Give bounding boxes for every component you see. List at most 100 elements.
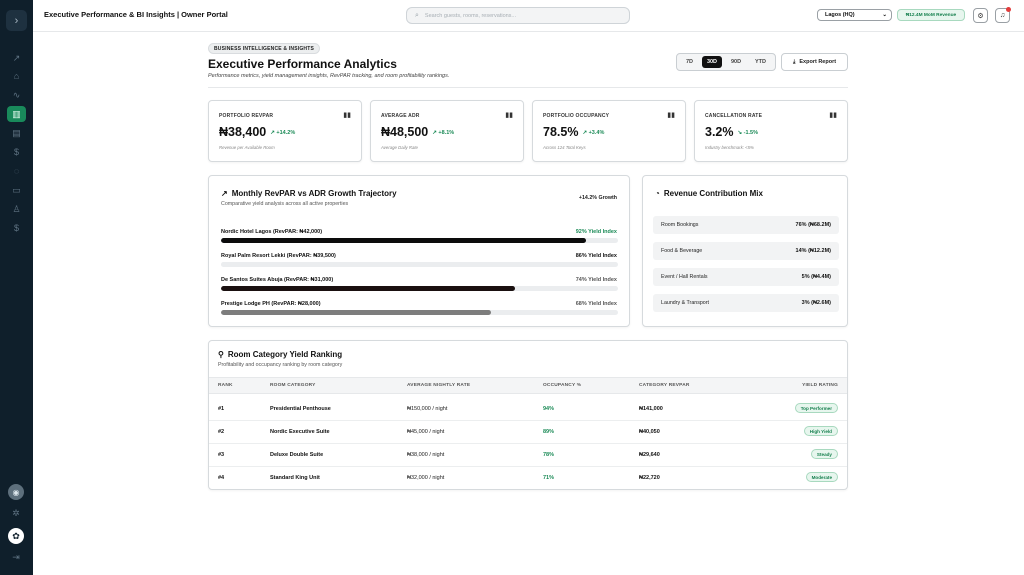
period-30d[interactable]: 30D [701, 56, 723, 68]
expand-sidebar-icon[interactable]: › [6, 10, 27, 31]
growth-label: +14.2% Growth [578, 195, 617, 201]
activity-icon[interactable]: ∿ [12, 89, 21, 100]
table-row[interactable]: #3 Deluxe Double Suite ₦38,000 / night 7… [209, 444, 847, 467]
kpi-delta: ↗ +8.1% [432, 129, 455, 136]
property-label: De Santos Suites Abuja (RevPAR: ₦31,000) [221, 277, 334, 283]
export-report-button[interactable]: ⤓ Export Report [781, 53, 848, 71]
kpi-value-text: 3.2% [705, 125, 734, 139]
award-icon: ⚲ [218, 350, 224, 359]
bar-chart-icon: ▮▮ [343, 112, 351, 119]
gear-icon[interactable]: ✲ [12, 508, 20, 518]
yield-index: 68% Yield Index [575, 301, 617, 307]
yield-bar-fill [221, 262, 563, 267]
dollar-icon[interactable]: $ [13, 147, 19, 157]
trend-icon[interactable]: ↗ [12, 52, 21, 63]
yield-index: 74% Yield Index [575, 277, 617, 283]
revenue-badge: ₦12.4M MoM Revenue [897, 9, 965, 21]
kpi-label: CANCELLATION RATE [705, 113, 763, 119]
kpi-label: PORTFOLIO REVPAR [219, 113, 274, 119]
category-cell: Nordic Executive Suite [270, 429, 330, 435]
property-label: Royal Palm Resort Lekki (RevPAR: ₦39,500… [221, 253, 336, 259]
section-tag: BUSINESS INTELLIGENCE & INSIGHTS [208, 43, 321, 54]
app-title: Executive Performance & BI Insights | Ow… [44, 10, 228, 19]
chat-icon[interactable]: ▭ [12, 184, 21, 195]
table-row[interactable]: #2 Nordic Executive Suite ₦45,000 / nigh… [209, 421, 847, 444]
kpi-card-adr: AVERAGE ADR ▮▮ ₦48,500 ↗ +8.1% Average Da… [370, 100, 524, 162]
document-icon[interactable]: ▤ [12, 127, 21, 138]
table-header: RANK ROOM CATEGORY AVERAGE NIGHTLY RATE … [209, 377, 847, 394]
search-icon: ⌕ [415, 11, 419, 19]
trend-icon: ↗ [221, 189, 228, 198]
col-rank: RANK [218, 383, 233, 388]
rating-badge: Moderate [805, 472, 838, 482]
period-selector: 7D 30D 90D YTD [676, 53, 776, 71]
table-row[interactable]: #1 Presidential Penthouse ₦150,000 / nig… [209, 398, 847, 421]
rank-cell: #3 [218, 452, 225, 458]
mix-label: Event / Hall Rentals [661, 274, 708, 280]
rank-cell: #2 [218, 429, 225, 435]
chevron-down-icon: ⌄ [882, 12, 887, 18]
users-icon[interactable]: ♙ [12, 203, 21, 214]
yield-bar-fill [221, 238, 587, 243]
search-input[interactable] [424, 12, 615, 19]
kpi-value-text: ₦48,500 [381, 125, 429, 139]
notification-dot [1006, 7, 1011, 12]
settings-icon[interactable]: ⚙ [973, 8, 988, 23]
search-box[interactable]: ⌕ [406, 7, 630, 24]
location-select[interactable]: Lagos (HQ) ⌄ [817, 9, 892, 21]
mix-row: Event / Hall Rentals 5% (₦4.4M) [653, 268, 839, 286]
shield-icon[interactable]: ◌ [13, 166, 20, 176]
download-icon: ⤓ [792, 58, 796, 65]
col-rating: YIELD RATING [802, 383, 838, 388]
kpi-note: Across 124 Total Keys [543, 145, 586, 150]
ranking-subtitle: Profitability and occupancy ranking by r… [218, 362, 343, 368]
kpi-value-text: ₦38,400 [219, 125, 267, 139]
kpi-value: ₦48,500 ↗ +8.1% [381, 125, 454, 139]
col-revpar: CATEGORY REVPAR [639, 383, 690, 388]
rating-badge: Top Performer [794, 403, 838, 413]
kpi-value-text: 78.5% [543, 125, 579, 139]
trajectory-title-text: Monthly RevPAR vs ADR Growth Trajectory [231, 189, 397, 198]
kpi-delta: ↘ -1.5% [737, 129, 759, 136]
category-cell: Deluxe Double Suite [270, 452, 324, 458]
kpi-label: PORTFOLIO OCCUPANCY [543, 113, 610, 119]
table-row[interactable]: #4 Standard King Unit ₦32,000 / night 71… [209, 467, 847, 490]
currency-icon[interactable]: $ [13, 223, 19, 233]
revenue-mix-card: ◔ Revenue Contribution Mix Room Bookings 7… [642, 175, 848, 327]
yield-ranking-card: ⚲ Room Category Yield Ranking Profitabili… [208, 340, 848, 490]
kpi-delta: ↗ +3.4% [582, 129, 605, 136]
mix-value: 14% (₦12.2M) [795, 248, 831, 254]
yield-bar-track [221, 310, 618, 315]
sidebar: › ↗ ⌂ ∿ ▥ ▤ $ ◌ ▭ ♙ $ ◉ ✲ ✿ ⇥ [0, 0, 33, 575]
top-header: Executive Performance & BI Insights | Ow… [33, 0, 1024, 32]
kpi-note: Revenue per Available Room [219, 145, 275, 150]
home-icon[interactable]: ⌂ [13, 71, 20, 81]
pie-chart-icon: ◔ [655, 189, 660, 198]
property-label: Nordic Hotel Lagos (RevPAR: ₦42,000) [221, 229, 323, 235]
logo-icon: ✿ [8, 528, 24, 544]
location-value: Lagos (HQ) [825, 12, 855, 18]
rate-cell: ₦45,000 / night [407, 429, 445, 435]
period-90d[interactable]: 90D [730, 59, 742, 65]
mix-value: 76% (₦68.2M) [795, 222, 831, 228]
mix-label: Room Bookings [661, 222, 699, 228]
trajectory-subtitle: Comparative yield analysis across all ac… [221, 201, 349, 207]
kpi-card-revpar: PORTFOLIO REVPAR ▮▮ ₦38,400 ↗ +14.2% Reve… [208, 100, 362, 162]
rating-badge: Steady [810, 449, 838, 459]
mix-label: Food & Beverage [661, 248, 703, 254]
ranking-title: ⚲ Room Category Yield Ranking [218, 350, 342, 359]
bell-icon[interactable]: ♫ [995, 7, 1011, 23]
period-ytd[interactable]: YTD [755, 59, 766, 65]
col-rate: AVERAGE NIGHTLY RATE [407, 383, 471, 388]
analytics-icon[interactable]: ▥ [7, 106, 26, 122]
rank-cell: #4 [218, 475, 225, 481]
avatar[interactable]: ◉ [8, 484, 24, 500]
logout-icon[interactable]: ⇥ [12, 552, 20, 562]
period-7d[interactable]: 7D [685, 59, 693, 65]
mix-row: Food & Beverage 14% (₦12.2M) [653, 242, 839, 260]
revpar-cell: ₦29,640 [639, 452, 660, 458]
col-category: ROOM CATEGORY [270, 383, 316, 388]
revpar-trajectory-card: ↗ Monthly RevPAR vs ADR Growth Trajectory… [208, 175, 630, 327]
mix-title-text: Revenue Contribution Mix [663, 189, 763, 198]
bar-chart-icon: ▮▮ [505, 112, 513, 119]
